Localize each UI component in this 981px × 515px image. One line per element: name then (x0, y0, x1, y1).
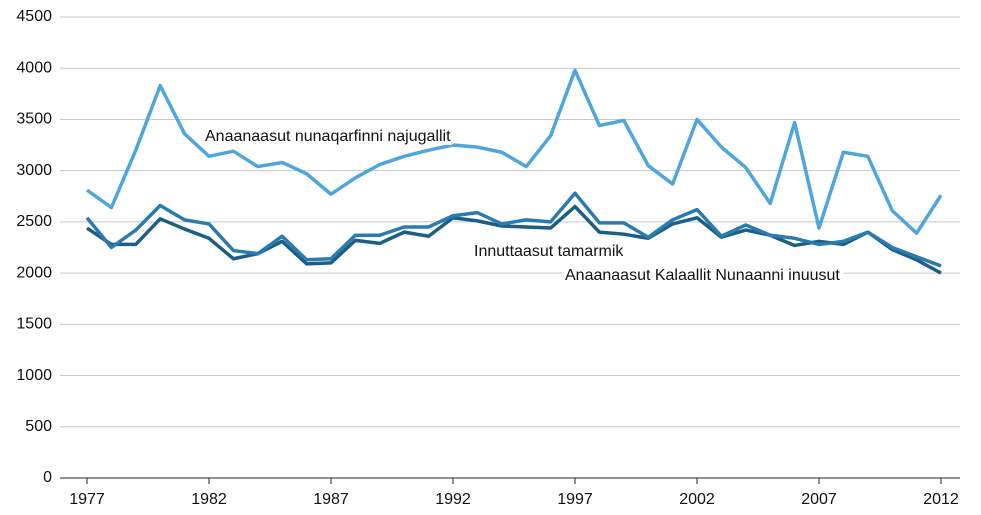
series-label: Anaanaasut nunaqarfinni najugallit (205, 128, 451, 145)
y-tick-label: 2000 (16, 264, 52, 281)
y-tick-label: 4000 (16, 59, 52, 76)
y-tick-label: 1500 (16, 316, 52, 333)
x-tick-label: 1977 (69, 491, 105, 508)
x-tick-label: 1987 (313, 491, 349, 508)
y-tick-label: 3000 (16, 162, 52, 179)
x-tick-label: 2002 (679, 491, 715, 508)
series-line (86, 204, 942, 275)
x-tick-label: 1992 (435, 491, 471, 508)
series-line (85, 68, 943, 235)
y-tick-label: 3500 (16, 111, 52, 128)
y-tick-label: 2500 (16, 213, 52, 230)
y-tick-label: 4500 (16, 8, 52, 25)
y-tick-label: 500 (25, 418, 52, 435)
x-tick-label: 2007 (801, 491, 837, 508)
series-label: Innuttaasut tamarmik (474, 243, 624, 260)
series-line (85, 191, 942, 268)
x-tick-label: 1997 (557, 491, 593, 508)
y-tick-label: 1000 (16, 367, 52, 384)
y-tick-label: 0 (43, 469, 52, 486)
x-tick-label: 1982 (191, 491, 227, 508)
series-label: Anaanaasut Kalaallit Nunaanni inuusut (565, 267, 840, 284)
x-tick-label: 2012 (923, 491, 959, 508)
